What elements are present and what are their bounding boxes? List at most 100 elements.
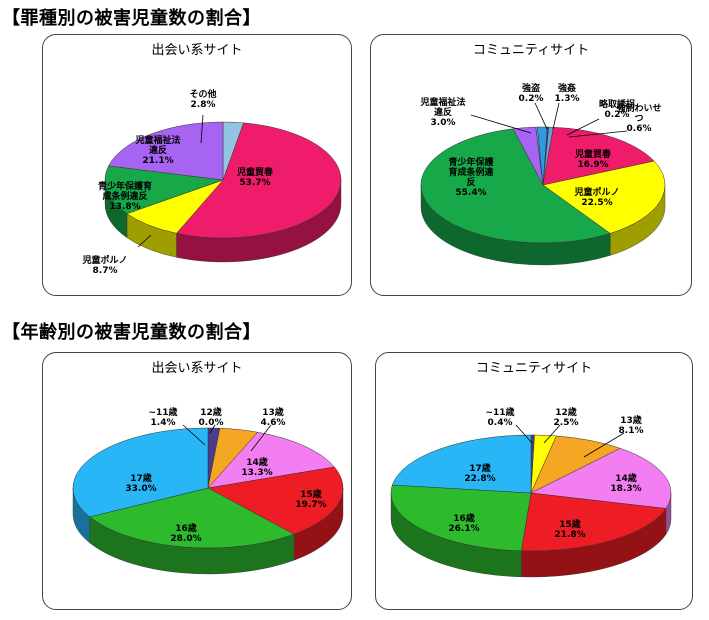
pie-slice [72,427,209,518]
leader-line [543,424,561,444]
slice-label: 児童買春 16.9% [574,148,612,170]
slice-label: 12歳 2.5% [554,406,579,428]
leader-line [470,114,532,134]
slice-value-label: 0.2% [519,94,544,104]
chart-panel-crime-deai: 出会い系サイト その他 2.8% 児童買春 53.7% 児童ポルノ 8.7% 青少年保護育成… [42,34,352,296]
chart-panel-age-deai: 出会い系サイト ~11歳 1.4% 12歳 0.0% 13歳 4.6% 14歳 13.3% 15… [42,352,352,610]
pie-slice [521,492,667,552]
slice-label: 強制わいせつ 0.6% [616,102,661,134]
slice-value-label: 0.2% [605,110,630,120]
slice-value-label: 28.0% [170,534,201,544]
slice-label: 14歳 18.3% [610,472,641,494]
slice-value-label: 0.0% [199,418,224,428]
slice-value-label: 2.5% [554,418,579,428]
pie-slice [537,126,548,186]
slice-value-label: 18.3% [610,484,641,494]
slice-label: 児童福祉法違反 21.1% [134,134,180,166]
slice-value-label: 16.9% [577,160,608,170]
pie-slice [207,431,335,489]
pie-slice [176,122,342,239]
pie-labels: その他 2.8% 児童買春 53.7% 児童ポルノ 8.7% 青少年保護育成条例違反 13.8… [81,88,274,276]
pie-chart-age-community: ~11歳 0.4% 12歳 2.5% 13歳 8.1% 14歳 18.3% 15歳 21.8% 16… [390,406,672,578]
pie-side-walls [104,179,342,263]
pie-slice [207,466,344,535]
slice-label: 16歳 28.0% [170,522,201,544]
slice-label: 強盗 0.2% [519,82,544,104]
slice-label: 児童福祉法違反 3.0% [419,96,465,128]
slice-label: 略取誘拐 0.2% [599,98,635,120]
chart-title: コミュニティサイト [472,43,590,58]
slice-value-label: 33.0% [125,484,156,494]
slice-label: 14歳 13.3% [241,456,272,478]
leader-line [566,118,600,136]
slice-value-label: 1.4% [151,418,176,428]
leader-line [182,424,206,446]
slice-value-label: 19.7% [295,500,326,510]
slice-value-label: 21.1% [142,156,173,166]
leader-line [552,102,560,130]
pie-slices [104,121,342,239]
leader-line [209,424,216,434]
pie-chart-crime-deai: その他 2.8% 児童買春 53.7% 児童ポルノ 8.7% 青少年保護育成条例違反 13.8… [81,88,342,276]
slice-label: 13歳 4.6% [261,406,286,428]
pie-slice [420,128,611,244]
chart-title: 出会い系サイト [151,361,243,376]
pie-slice [104,165,224,214]
pie-slices [390,434,672,552]
leader-line [583,432,625,458]
leader-line [200,114,204,144]
slice-label: 児童買春 53.7% [236,166,274,188]
slice-label: 12歳 0.0% [199,406,224,428]
chart-panel-age-community: コミュニティサイト ~11歳 0.4% 12歳 2.5% 13歳 8.1% 14歳 18.3%… [375,352,693,610]
slice-label: 児童ポルノ 22.5% [573,186,619,208]
section-title-age: 【年齢別の被害児童数の割合】 [2,322,261,343]
pie-slice [542,126,655,186]
pie-chart-age-deai: ~11歳 1.4% 12歳 0.0% 13歳 4.6% 14歳 13.3% 15歳 19.7% 16… [72,406,344,575]
slice-value-label: 0.6% [627,124,652,134]
leader-line [515,424,533,444]
slice-value-label: 22.8% [464,474,495,484]
pie-chart-crime-community: 略取誘拐 0.2%強制わいせつ 0.6%児童買春 16.9% 児童ポルノ 22.5% 青少年… [419,82,666,266]
slice-label: 17歳 22.8% [464,462,495,484]
slice-value-label: 1.3% [555,94,580,104]
slice-label: ~11歳 0.4% [485,406,514,428]
slice-value-label: 26.1% [448,524,479,534]
slice-label: 青少年保護育成条例違反 13.8% [98,180,152,212]
slice-value-label: 13.8% [109,202,140,212]
leader-line [534,102,548,130]
pie-slice [530,448,672,509]
slice-value-label: 8.1% [619,426,644,436]
leader-line [137,234,152,248]
leader-line [568,130,628,138]
section-title-crime-type: 【罪種別の被害児童数の割合】 [2,8,261,29]
leader-line [250,424,272,452]
slice-label: 13歳 8.1% [619,414,644,436]
pie-slice [390,484,532,552]
slice-label: ~11歳 1.4% [148,406,177,428]
slice-value-label: 55.4% [455,188,486,198]
chart-panel-crime-community: コミュニティサイト 略取誘拐 0.2% 強制わいせつ 0.6% 児童買春 16.9% 児童ポ… [370,34,692,296]
chart-title: 出会い系サイト [151,43,243,58]
slice-label: 17歳 33.0% [125,472,156,494]
slice-label: 16歳 26.1% [448,512,479,534]
slice-label: 15歳 19.7% [295,488,326,510]
pie-labels: ~11歳 1.4% 12歳 0.0% 13歳 4.6% 14歳 13.3% 15歳 19.7% 16… [125,406,326,544]
slice-value-label: 53.7% [239,178,270,188]
slice-value-label: 2.8% [191,100,216,110]
pie-slice [108,121,224,181]
slice-label: 青少年保護育成条例違反 55.4% [448,156,494,198]
slice-label: その他 2.8% [189,88,216,110]
pie-slice [391,434,532,494]
pie-slices [72,427,344,549]
pie-slice [89,487,295,549]
pie-slices [420,126,666,244]
slice-value-label: 0.4% [488,418,513,428]
slice-value-label: 8.7% [93,266,118,276]
slice-value-label: 21.8% [554,530,585,540]
slice-label: 強姦 1.3% [555,82,580,104]
pie-labels: ~11歳 0.4% 12歳 2.5% 13歳 8.1% 14歳 18.3% 15歳 21.8% 16… [448,406,643,540]
slice-label: 15歳 21.8% [554,518,585,540]
slice-value-label: 4.6% [261,418,286,428]
pie-labels: 略取誘拐 0.2%強制わいせつ 0.6%児童買春 16.9% 児童ポルノ 22.5% 青少年… [419,82,661,208]
slice-label: 児童ポルノ 8.7% [81,254,127,276]
